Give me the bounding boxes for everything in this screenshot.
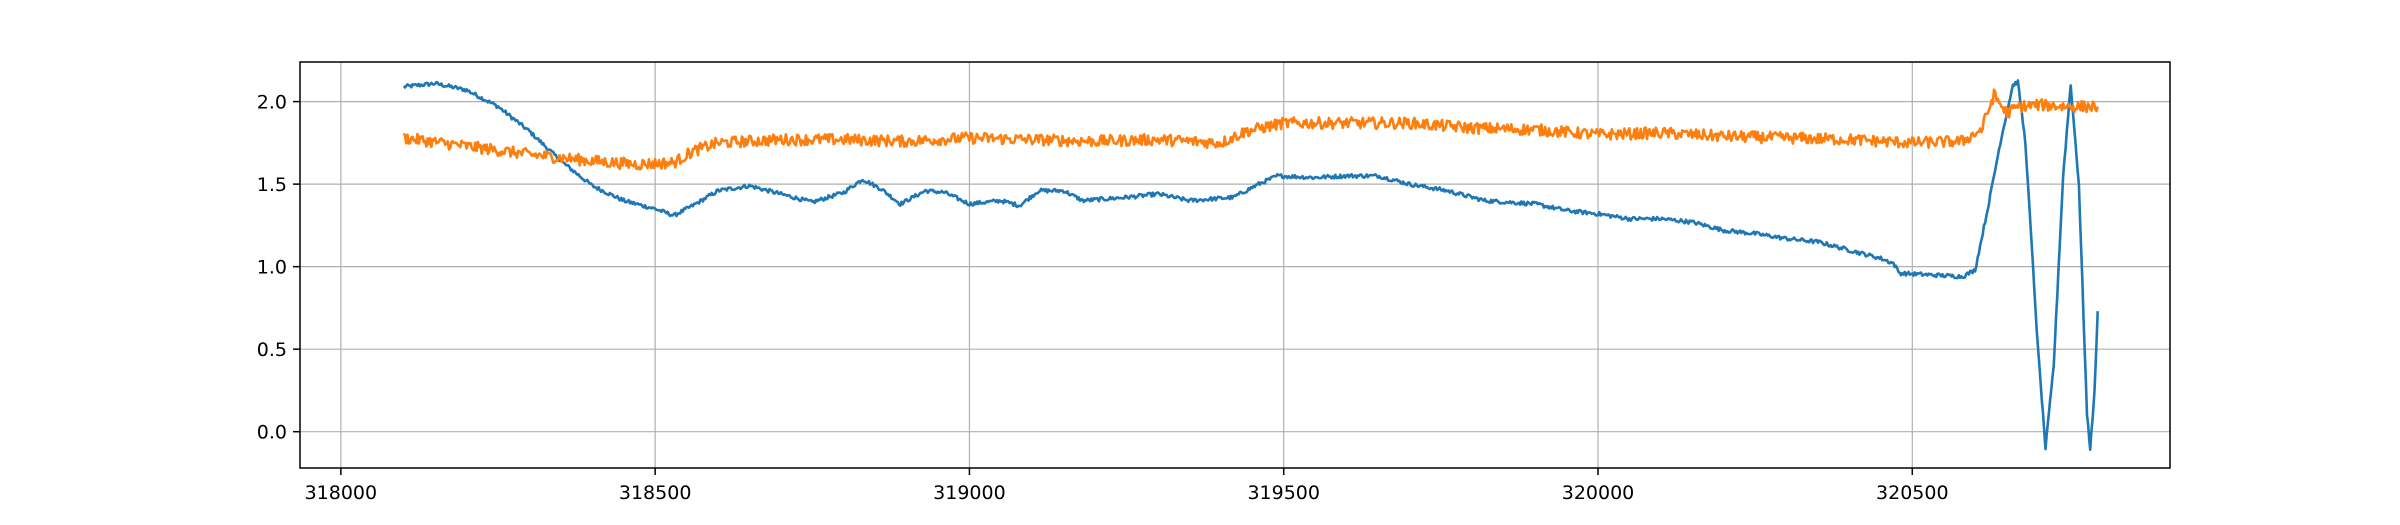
x-tick-label: 319500: [1247, 482, 1320, 504]
series-line-2: [402, 88, 2099, 171]
y-tick-label: 1.5: [257, 174, 287, 196]
grid-lines: [300, 62, 2170, 468]
y-tick-label: 1.0: [257, 257, 287, 279]
y-tick-label: 0.5: [257, 339, 287, 361]
plot-lines: [402, 79, 2099, 451]
plot-frame: [299, 61, 2171, 469]
x-tick-label: 318000: [305, 482, 378, 504]
y-tick-label: 2.0: [257, 92, 287, 114]
y-tick-label: 0.0: [257, 422, 287, 444]
x-tick-label: 320500: [1876, 482, 1949, 504]
series-line-1: [402, 79, 2099, 451]
axes: [293, 61, 2171, 475]
x-tick-label: 319000: [933, 482, 1006, 504]
x-tick-label: 320000: [1562, 482, 1635, 504]
tick-labels: 318000 318500 319000 319500 320000 320500 0.0 0…: [257, 92, 1949, 504]
x-tick-label: 318500: [619, 482, 692, 504]
